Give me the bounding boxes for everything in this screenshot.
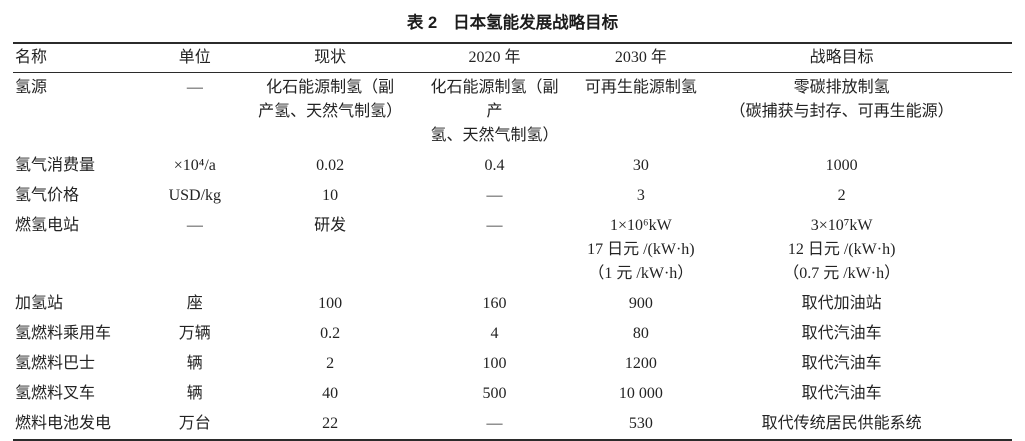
table-cell: 0.2 xyxy=(320,325,341,342)
table-cell: 氢燃料巴士 xyxy=(15,355,96,372)
table-cell: 3 xyxy=(636,187,645,204)
table-row-bus: 氢燃料巴士 辆 2 100 1200 取代汽油车 xyxy=(13,349,1012,379)
table-cell: — xyxy=(486,415,503,432)
table-cell: 可再生能源制氢 xyxy=(584,79,697,96)
table-cell: 4 xyxy=(490,325,499,342)
table-cell: 氢气价格 xyxy=(15,187,80,204)
table-row-forklift: 氢燃料叉车 辆 40 500 10 000 取代汽油车 xyxy=(13,379,1012,409)
table-cell: 辆 xyxy=(186,385,203,402)
table-cell: USD/kg xyxy=(168,187,222,204)
table-cell: 80 xyxy=(632,325,649,342)
table-caption-title: 日本氢能发展战略目标 xyxy=(453,14,619,32)
table-cell: 化石能源制氢（副产 氢、天然气制氢） xyxy=(430,79,559,144)
col-header-name: 名称 xyxy=(13,43,149,73)
table-row-refueling-station: 加氢站 座 100 160 900 取代加油站 xyxy=(13,289,1012,319)
table-cell: 100 xyxy=(482,355,507,372)
table-cell: 1×10⁶kW 17 日元 /(kW·h) （1 元 /kW·h） xyxy=(587,217,695,282)
paper-page: 表 2 日本氢能发展战略目标 名称 单位 现状 2020 年 2030 年 战略目… xyxy=(13,12,1012,441)
table-cell: 取代汽油车 xyxy=(801,385,882,402)
table-row-hydrogen-price: 氢气价格 USD/kg 10 — 3 2 xyxy=(13,181,1012,211)
table-cell: 氢燃料乘用车 xyxy=(15,325,112,342)
col-header-target: 战略目标 xyxy=(712,43,1012,73)
table-caption-number: 表 2 xyxy=(406,14,438,32)
col-header-2030: 2030 年 xyxy=(569,43,713,73)
table-cell: 座 xyxy=(186,295,203,312)
table-cell: 10 xyxy=(322,187,339,204)
col-header-unit: 单位 xyxy=(148,43,241,73)
table-cell: 取代汽油车 xyxy=(801,355,882,372)
table-cell: 10 000 xyxy=(618,385,663,402)
table-cell: 900 xyxy=(628,295,653,312)
table-cell: 100 xyxy=(318,295,343,312)
table-row-hydrogen-source: 氢源 — 化石能源制氢（副 产氢、天然气制氢） 化石能源制氢（副产 氢、天然气制… xyxy=(13,73,1012,152)
strategy-targets-table: 名称 单位 现状 2020 年 2030 年 战略目标 氢源 — 化石能源制氢（… xyxy=(13,42,1012,441)
table-cell: 化石能源制氢（副 产氢、天然气制氢） xyxy=(258,79,403,120)
table-cell: 燃料电池发电 xyxy=(15,415,112,432)
table-row-hydrogen-power-station: 燃氢电站 — 研发 — 1×10⁶kW 17 日元 /(kW·h) （1 元 /… xyxy=(13,211,1012,289)
table-cell: 万台 xyxy=(178,415,211,432)
table-header-row: 名称 单位 现状 2020 年 2030 年 战略目标 xyxy=(13,43,1012,73)
table-cell: 1000 xyxy=(825,157,858,174)
table-cell: 22 xyxy=(322,415,339,432)
table-cell: 2 xyxy=(837,187,846,204)
col-header-status: 现状 xyxy=(240,43,420,73)
table-cell: 160 xyxy=(482,295,507,312)
table-cell: 氢气消费量 xyxy=(15,157,96,174)
table-cell: 氢源 xyxy=(15,79,48,96)
table-cell: 取代加油站 xyxy=(801,295,882,312)
table-row-fuel-cell-power: 燃料电池发电 万台 22 — 530 取代传统居民供能系统 xyxy=(13,409,1012,440)
table-cell: 万辆 xyxy=(178,325,211,342)
table-cell: 500 xyxy=(482,385,507,402)
table-cell: 1200 xyxy=(624,355,657,372)
table-row-passenger-vehicle: 氢燃料乘用车 万辆 0.2 4 80 取代汽油车 xyxy=(13,319,1012,349)
table-cell: 零碳排放制氢 （碳捕获与封存、可再生能源） xyxy=(729,79,954,120)
table-cell: 0.4 xyxy=(484,157,505,174)
table-cell: — xyxy=(186,79,203,96)
table-cell: 辆 xyxy=(186,355,203,372)
table-row-hydrogen-consumption: 氢气消费量 ×10⁴/a 0.02 0.4 30 1000 xyxy=(13,151,1012,181)
table-cell: 加氢站 xyxy=(15,295,64,312)
table-cell: 0.02 xyxy=(316,157,345,174)
table-cell: 研发 xyxy=(314,217,347,234)
table-cell: — xyxy=(486,217,503,234)
table-cell: 40 xyxy=(322,385,339,402)
table-cell: — xyxy=(486,187,503,204)
table-cell: 燃氢电站 xyxy=(15,217,80,234)
col-header-2020: 2020 年 xyxy=(419,43,570,73)
table-cell: 3×10⁷kW 12 日元 /(kW·h) （0.7 元 /kW·h） xyxy=(783,217,901,282)
table-cell: — xyxy=(186,217,203,234)
table-cell: 氢燃料叉车 xyxy=(15,385,96,402)
table-cell: 30 xyxy=(632,157,649,174)
table-cell: 2 xyxy=(326,355,335,372)
table-cell: 取代汽油车 xyxy=(801,325,882,342)
table-cell: 取代传统居民供能系统 xyxy=(761,415,922,432)
table-cell: ×10⁴/a xyxy=(173,157,216,174)
table-caption: 表 2 日本氢能发展战略目标 xyxy=(13,12,1012,34)
table-cell: 530 xyxy=(628,415,653,432)
